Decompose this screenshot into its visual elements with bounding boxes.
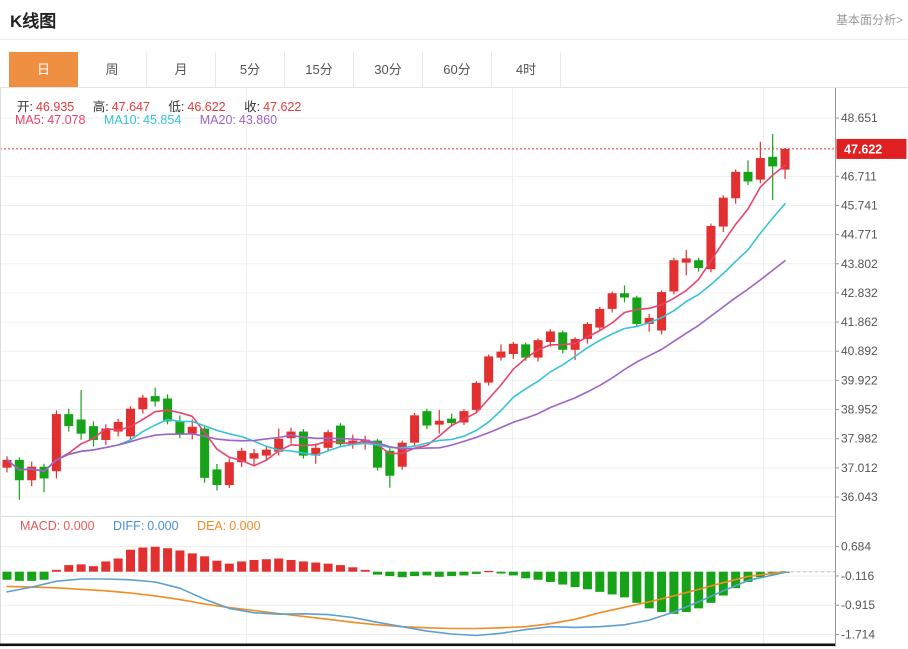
svg-text:0.684: 0.684	[841, 540, 871, 554]
svg-text:48.651: 48.651	[841, 111, 878, 125]
kline-chart-svg[interactable]: 48.651 46.711 45.741 44.771 43.802 42.832 41.8…	[0, 88, 908, 649]
tabs-underline	[0, 87, 908, 88]
svg-text:37.012: 37.012	[841, 461, 878, 475]
svg-text:44.771: 44.771	[841, 228, 878, 242]
svg-text:41.862: 41.862	[841, 315, 878, 329]
tab-0-日[interactable]: 日	[9, 52, 78, 87]
svg-text:46.711: 46.711	[841, 169, 877, 183]
svg-text:-1.714: -1.714	[841, 628, 875, 642]
svg-text:-0.915: -0.915	[841, 598, 875, 612]
tab-3-5分[interactable]: 5分	[216, 52, 285, 87]
svg-text:38.952: 38.952	[841, 403, 878, 417]
chart-area[interactable]: 48.651 46.711 45.741 44.771 43.802 42.832 41.8…	[0, 88, 908, 649]
panel-header: K线图 基本面分析>	[0, 0, 908, 40]
tab-6-60分[interactable]: 60分	[423, 52, 492, 87]
svg-text:37.982: 37.982	[841, 432, 878, 446]
tab-1-周[interactable]: 周	[78, 52, 147, 87]
timeframe-tabs: 日周月 5分 15分 30分 60分 4时	[9, 52, 561, 87]
svg-text:36.043: 36.043	[841, 490, 878, 504]
svg-text:42.832: 42.832	[841, 286, 878, 300]
tab-2-月[interactable]: 月	[147, 52, 216, 87]
svg-text:39.922: 39.922	[841, 373, 878, 387]
svg-text:-0.116: -0.116	[841, 569, 874, 583]
tab-7-4时[interactable]: 4时	[492, 52, 561, 87]
fundamental-analysis-link[interactable]: 基本面分析>	[835, 13, 903, 27]
tab-4-15分[interactable]: 15分	[285, 52, 354, 87]
svg-text:47.622: 47.622	[844, 142, 882, 156]
svg-text:43.802: 43.802	[841, 257, 878, 271]
svg-text:40.892: 40.892	[841, 344, 878, 358]
tab-5-30分[interactable]: 30分	[354, 52, 423, 87]
page-title: K线图	[10, 12, 57, 31]
svg-text:45.741: 45.741	[841, 198, 878, 212]
